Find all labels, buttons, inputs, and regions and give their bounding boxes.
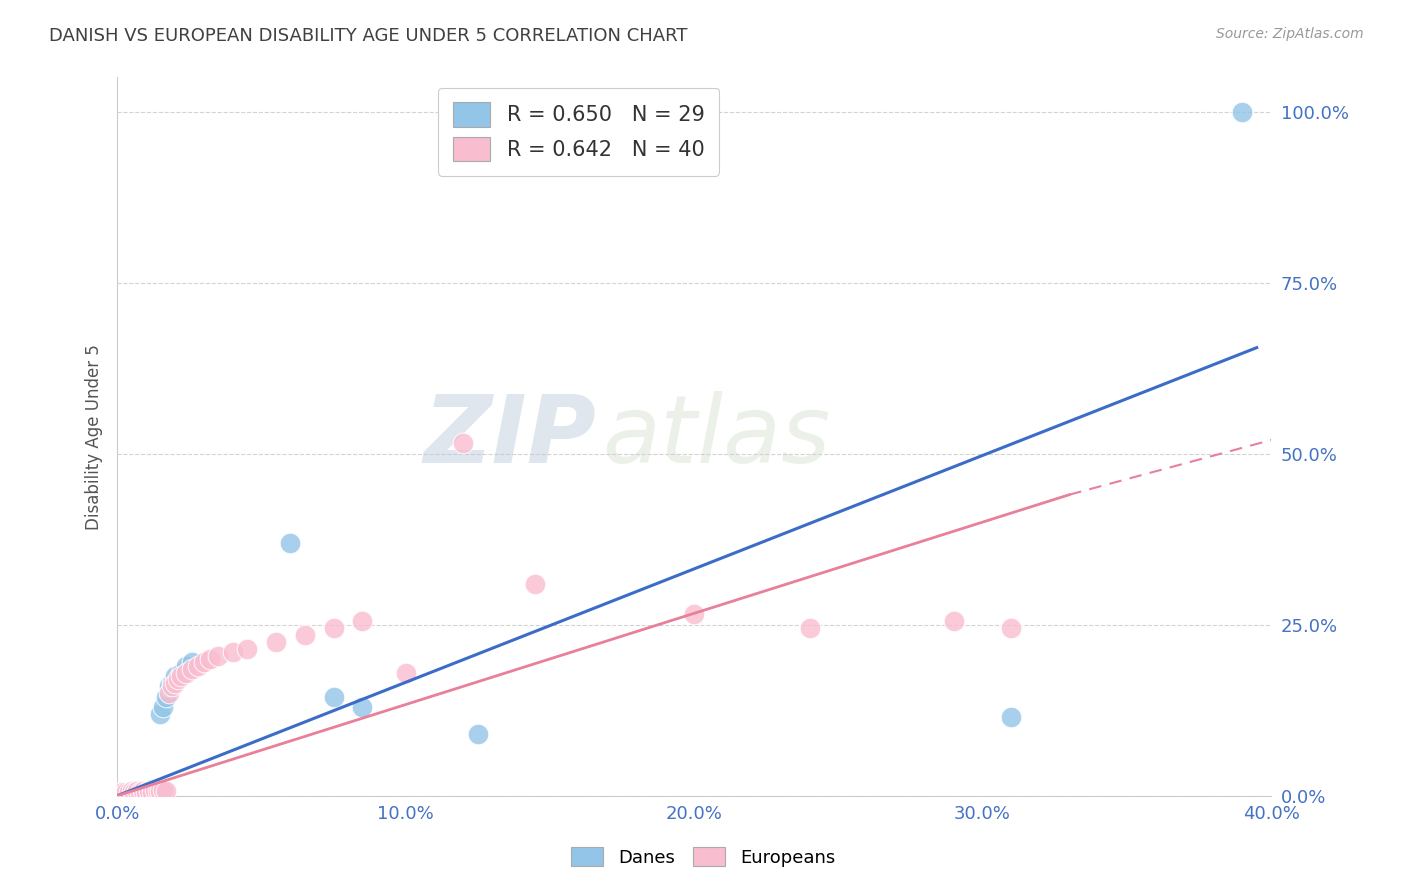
Point xyxy=(138,784,160,798)
Point xyxy=(166,673,188,687)
Point xyxy=(155,690,177,704)
Point xyxy=(352,699,374,714)
Point xyxy=(152,699,174,714)
Point xyxy=(152,783,174,797)
Point xyxy=(352,615,374,629)
Text: atlas: atlas xyxy=(602,391,830,482)
Point xyxy=(149,784,172,798)
Point xyxy=(294,628,316,642)
Point xyxy=(143,783,166,797)
Point xyxy=(111,785,134,799)
Y-axis label: Disability Age Under 5: Disability Age Under 5 xyxy=(86,343,103,530)
Text: ZIP: ZIP xyxy=(423,391,596,483)
Point xyxy=(135,785,157,799)
Point xyxy=(187,658,209,673)
Point xyxy=(129,785,152,799)
Point xyxy=(264,635,287,649)
Point xyxy=(524,576,547,591)
Point xyxy=(129,784,152,798)
Point xyxy=(169,665,191,680)
Point xyxy=(1232,104,1254,119)
Point xyxy=(193,656,215,670)
Text: DANISH VS EUROPEAN DISABILITY AGE UNDER 5 CORRELATION CHART: DANISH VS EUROPEAN DISABILITY AGE UNDER … xyxy=(49,27,688,45)
Point xyxy=(118,785,141,799)
Point xyxy=(198,652,221,666)
Text: Source: ZipAtlas.com: Source: ZipAtlas.com xyxy=(1216,27,1364,41)
Point xyxy=(138,783,160,797)
Point xyxy=(467,727,489,741)
Point xyxy=(176,665,198,680)
Point xyxy=(163,676,186,690)
Point xyxy=(181,662,204,676)
Point xyxy=(143,785,166,799)
Point xyxy=(118,785,141,799)
Point xyxy=(278,535,301,549)
Point xyxy=(163,669,186,683)
Point xyxy=(1000,710,1022,724)
Point xyxy=(169,669,191,683)
Legend: Danes, Europeans: Danes, Europeans xyxy=(564,840,842,874)
Point xyxy=(111,785,134,799)
Point xyxy=(108,785,131,799)
Point xyxy=(160,679,183,693)
Point xyxy=(942,615,965,629)
Point xyxy=(124,785,146,799)
Point xyxy=(799,621,821,635)
Point xyxy=(1000,621,1022,635)
Point xyxy=(322,690,344,704)
Point xyxy=(132,785,155,799)
Legend: R = 0.650   N = 29, R = 0.642   N = 40: R = 0.650 N = 29, R = 0.642 N = 40 xyxy=(439,87,720,176)
Point xyxy=(453,436,475,450)
Point xyxy=(157,686,180,700)
Point xyxy=(236,641,259,656)
Point xyxy=(157,679,180,693)
Point xyxy=(127,784,149,798)
Point xyxy=(127,784,149,798)
Point xyxy=(121,785,143,799)
Point xyxy=(141,784,163,798)
Point xyxy=(146,784,169,798)
Point xyxy=(115,785,138,799)
Point xyxy=(207,648,229,663)
Point xyxy=(181,656,204,670)
Point xyxy=(322,621,344,635)
Point xyxy=(149,706,172,721)
Point xyxy=(124,785,146,799)
Point xyxy=(132,784,155,798)
Point xyxy=(141,785,163,799)
Point xyxy=(395,665,418,680)
Point xyxy=(176,658,198,673)
Point xyxy=(160,676,183,690)
Point xyxy=(683,607,706,622)
Point xyxy=(121,784,143,798)
Point xyxy=(155,784,177,798)
Point xyxy=(221,645,243,659)
Point xyxy=(115,785,138,799)
Point xyxy=(146,784,169,798)
Point xyxy=(135,785,157,799)
